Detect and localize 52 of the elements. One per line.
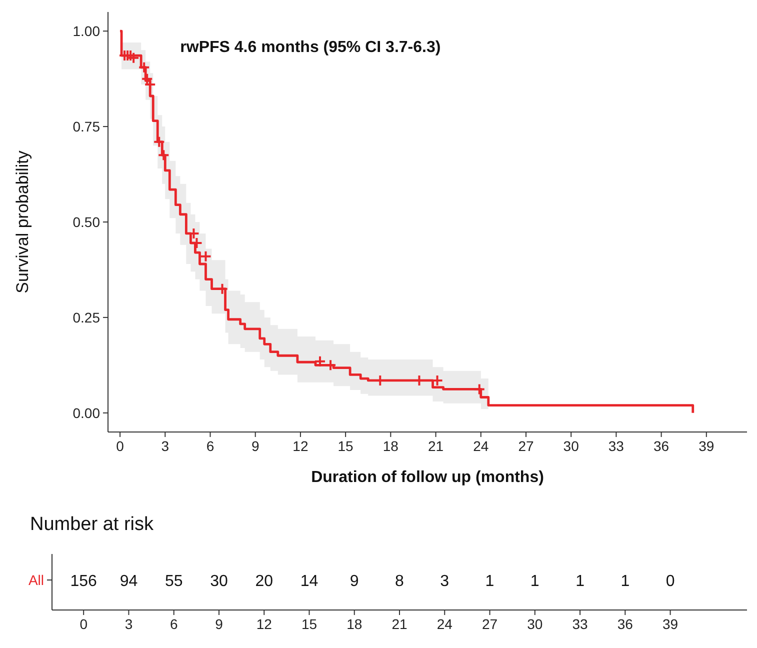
x-tick-label: 24: [436, 616, 453, 632]
y-tick-label: All: [28, 572, 44, 588]
data-label: 1: [576, 573, 585, 590]
x-tick-label: 18: [346, 616, 362, 632]
x-tick-label: 30: [527, 616, 543, 632]
x-tick-label: 27: [518, 438, 534, 454]
x-tick-label: 3: [161, 438, 170, 454]
x-tick-label: 18: [382, 438, 399, 454]
x-tick-label: 24: [473, 438, 489, 454]
data-label: 14: [300, 573, 318, 590]
x-tick-label: 39: [698, 438, 714, 454]
x-tick-label: 0: [80, 616, 88, 632]
y-tick-label: 1.00: [72, 23, 100, 40]
x-tick-label: 15: [301, 616, 318, 632]
data-label: 1: [485, 573, 494, 590]
x-tick-label: 3: [124, 616, 133, 632]
y-axis-title: Survival probability: [13, 150, 32, 294]
data-label: 8: [395, 573, 404, 590]
x-tick-label: 6: [170, 616, 178, 632]
x-tick-label: 21: [392, 616, 408, 632]
x-tick-label: 12: [256, 616, 272, 632]
x-tick-label: 36: [654, 438, 670, 454]
x-tick-label: 36: [617, 616, 634, 632]
data-label: 0: [666, 573, 675, 590]
data-label: 55: [164, 573, 183, 590]
x-tick-label: 39: [662, 616, 678, 632]
y-tick-label: 0.25: [72, 309, 100, 326]
data-label: 30: [210, 573, 228, 590]
data-label: 1: [530, 573, 540, 590]
x-tick-label: 9: [215, 616, 224, 632]
x-tick-label: 9: [251, 438, 260, 454]
x-tick-label: 6: [206, 438, 214, 454]
x-tick-label: 33: [572, 616, 588, 632]
x-tick-label: 27: [482, 616, 498, 632]
data-label: 3: [440, 573, 450, 590]
x-tick-label: 15: [338, 438, 354, 454]
chart-title: Number at risk: [30, 514, 154, 535]
data-label: 20: [255, 573, 274, 590]
data-label: 94: [120, 573, 138, 590]
x-tick-label: 33: [608, 438, 624, 454]
x-tick-label: 0: [116, 438, 124, 454]
x-axis-title: Duration of follow up (months): [311, 469, 544, 486]
y-tick-label: 0.50: [72, 214, 100, 230]
annotation: rwPFS 4.6 months (95% CI 3.7-6.3): [180, 39, 441, 56]
y-tick-label: 0.75: [72, 118, 100, 135]
y-tick-label: 0.00: [72, 404, 100, 421]
data-label: 156: [70, 573, 98, 590]
x-tick-label: 30: [563, 438, 580, 454]
x-tick-label: 21: [428, 438, 444, 454]
data-label: 9: [350, 573, 359, 590]
data-label: 1: [620, 573, 630, 590]
x-tick-label: 12: [292, 438, 308, 454]
